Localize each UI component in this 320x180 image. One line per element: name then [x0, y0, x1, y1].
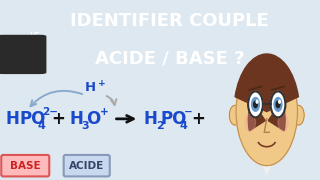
Circle shape [278, 113, 288, 131]
Text: PO: PO [19, 110, 45, 128]
Text: ACIDE: ACIDE [69, 161, 104, 171]
Text: O: O [86, 110, 101, 128]
Text: LE: LE [29, 32, 39, 41]
Circle shape [279, 100, 280, 103]
Wedge shape [235, 54, 299, 112]
Circle shape [293, 105, 304, 125]
Text: H: H [70, 110, 84, 128]
Text: +: + [191, 110, 205, 128]
Circle shape [236, 58, 298, 166]
FancyBboxPatch shape [1, 155, 49, 176]
Circle shape [229, 105, 241, 125]
Circle shape [274, 98, 282, 111]
Circle shape [252, 98, 260, 111]
Circle shape [248, 91, 263, 117]
Circle shape [271, 91, 285, 117]
Text: −: − [184, 107, 193, 117]
Text: H: H [143, 110, 157, 128]
Text: +: + [51, 110, 65, 128]
Text: 3: 3 [82, 121, 89, 131]
FancyBboxPatch shape [0, 35, 46, 74]
Text: 2: 2 [156, 121, 164, 131]
Text: 2−: 2− [42, 107, 58, 117]
Wedge shape [268, 102, 285, 131]
Circle shape [245, 113, 255, 131]
Text: IDENTIFIER COUPLE: IDENTIFIER COUPLE [70, 12, 269, 30]
Text: ACIDE / BASE ?: ACIDE / BASE ? [95, 50, 244, 68]
Text: H: H [6, 110, 20, 128]
Text: 4: 4 [38, 121, 46, 131]
Circle shape [256, 100, 258, 103]
FancyBboxPatch shape [64, 155, 110, 176]
Text: 4: 4 [180, 121, 188, 131]
Wedge shape [244, 106, 289, 175]
Circle shape [254, 101, 257, 108]
Wedge shape [248, 102, 265, 131]
Text: BASE: BASE [10, 161, 41, 171]
Text: H$\mathbf{^+}$: H$\mathbf{^+}$ [84, 80, 106, 95]
Text: +: + [100, 107, 108, 117]
Circle shape [276, 101, 280, 108]
Text: PO: PO [161, 110, 187, 128]
FancyBboxPatch shape [258, 139, 276, 164]
Text: T: T [8, 47, 18, 61]
